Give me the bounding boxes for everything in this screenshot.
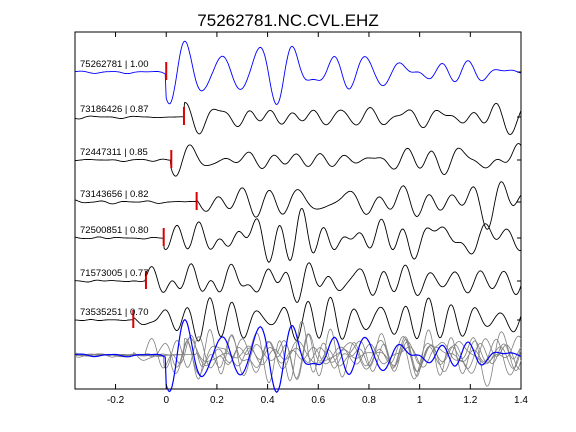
x-tick-label: 1.2 (463, 395, 477, 406)
trace-line-4 (74, 181, 522, 230)
trace-label-4: 73143656 | 0.82 (80, 189, 149, 200)
trace-line-6 (74, 262, 522, 304)
trace-line-5 (74, 207, 522, 263)
trace-line-1 (74, 40, 522, 106)
chart-title: 75262781.NC.CVL.EHZ (197, 11, 378, 30)
stack-trace-3 (74, 335, 522, 374)
traces-layer: 75262781 | 1.00 73186426 | 0.87 72447311 |… (74, 40, 522, 342)
x-tick-label: 0.8 (362, 395, 376, 406)
trace-label-5: 72500851 | 0.80 (80, 225, 149, 236)
x-tick-label: 1 (417, 395, 423, 406)
trace-label-1: 75262781 | 1.00 (80, 59, 149, 70)
stack-trace-6 (74, 333, 522, 380)
trace-label-6: 71573005 | 0.77 (80, 268, 149, 279)
x-tick-label: -0.2 (107, 395, 125, 406)
trace-label-2: 73186426 | 0.87 (80, 104, 149, 115)
trace-label-3: 72447311 | 0.85 (80, 147, 148, 158)
stack-reference-trace (74, 319, 522, 393)
plot-frame (74, 31, 522, 390)
x-tick-label: 0.6 (311, 395, 325, 406)
stacked-overlay (74, 319, 522, 393)
x-tick-label: 0.2 (210, 395, 224, 406)
x-axis: -0.2 0 0.2 0.4 0.6 0.8 1 1.2 1.4 (107, 32, 528, 406)
trace-label-7: 73535251 | 0.70 (80, 307, 149, 318)
trace-line-3 (74, 143, 522, 177)
x-tick-label: 1.4 (514, 395, 528, 406)
stack-trace-5 (74, 320, 522, 384)
x-tick-label: 0.4 (261, 395, 275, 406)
x-tick-label: 0 (163, 395, 169, 406)
trace-line-2 (74, 102, 522, 135)
